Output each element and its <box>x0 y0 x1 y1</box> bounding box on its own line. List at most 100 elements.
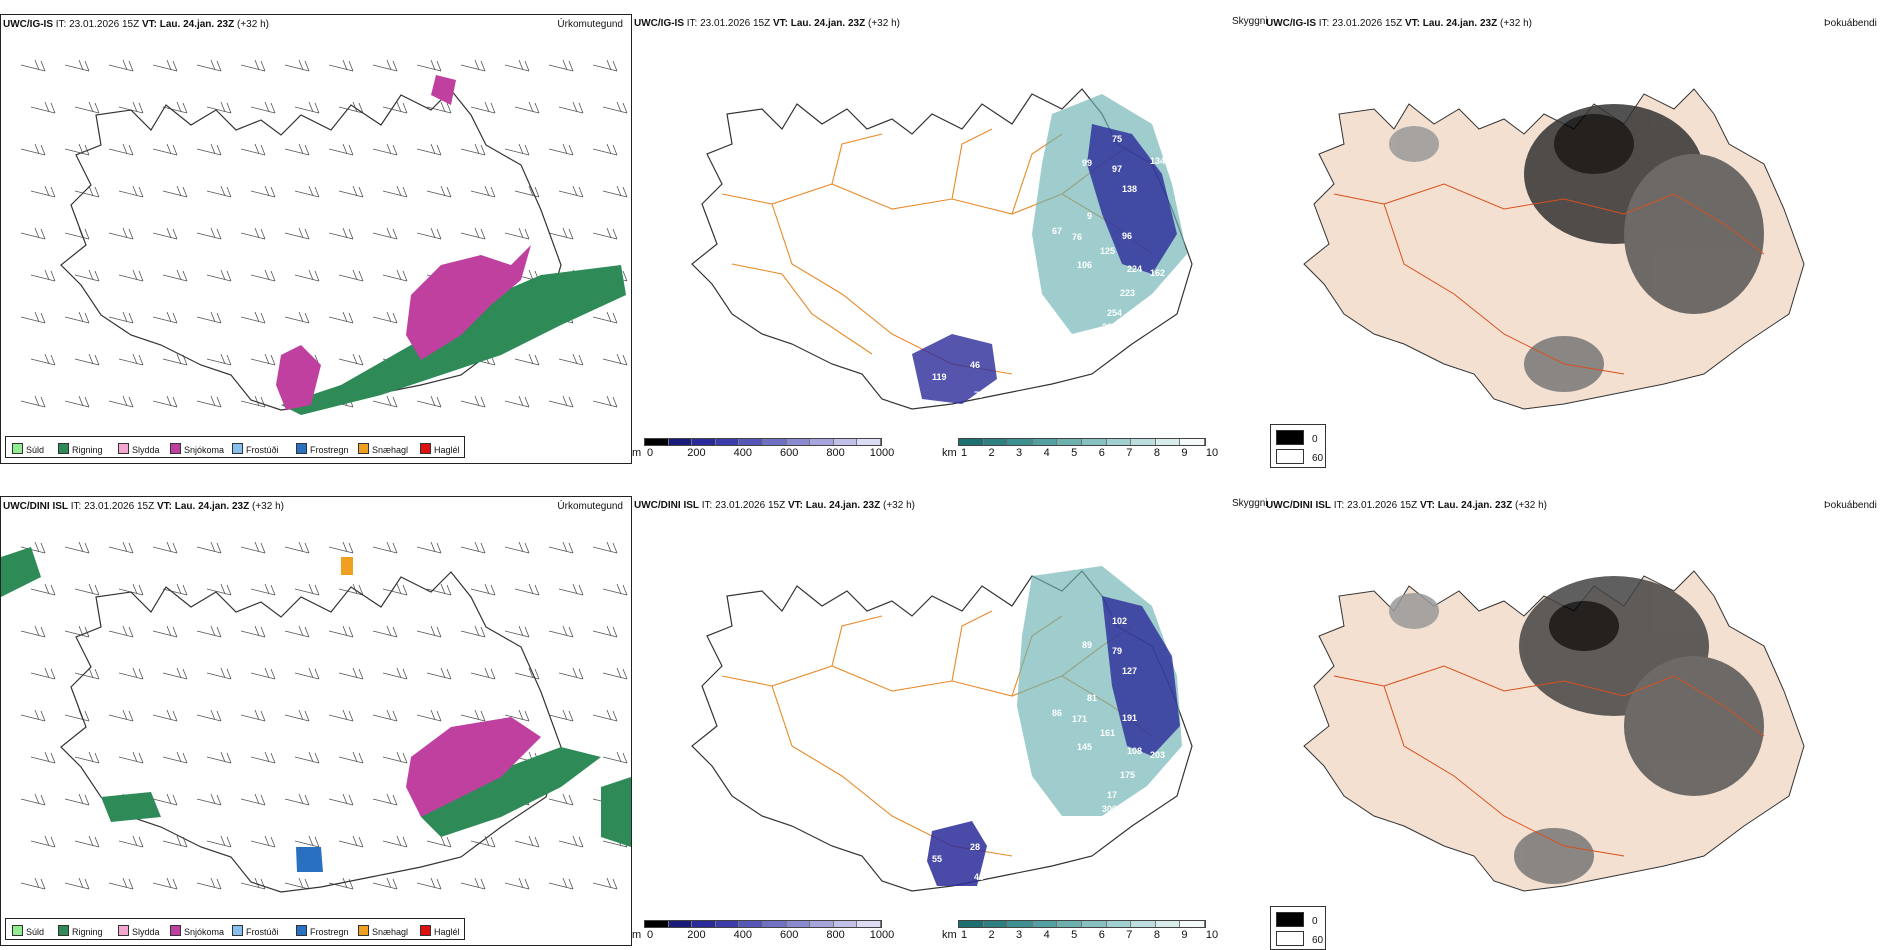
wind-barb <box>108 625 134 638</box>
panel-header: UWC/DINI ISL IT: 23.01.2026 15Z VT: Lau.… <box>3 501 284 512</box>
wind-barb <box>372 709 398 722</box>
wind-barb <box>196 793 222 806</box>
colorbar-tick: 10 <box>1205 447 1219 459</box>
colorbar-cell <box>833 439 858 445</box>
wind-barbs <box>20 541 628 890</box>
colorbar-cell <box>833 921 858 927</box>
wind-barb <box>602 751 628 764</box>
wind-barb <box>240 625 266 638</box>
issue-time: IT: 23.01.2026 15Z <box>1331 500 1420 511</box>
wind-barb <box>240 395 266 408</box>
height-colorbar-cells <box>644 438 882 446</box>
colorbar-tick: 800 <box>826 447 845 459</box>
wind-barb <box>250 101 276 114</box>
wind-barb <box>460 395 486 408</box>
wind-barb <box>206 835 232 848</box>
wind-barb <box>118 667 144 680</box>
visibility-colorbar-cells <box>958 920 1206 928</box>
panel-header: UWC/IG-IS IT: 23.01.2026 15Z VT: Lau. 24… <box>634 18 900 29</box>
wind-barb <box>504 541 530 554</box>
precip-legend: Súld Rigning Slydda Snjókoma Frostúði Frostre… <box>5 436 465 458</box>
model-name: UWC/IG-IS <box>1266 18 1316 29</box>
wind-barb <box>460 625 486 638</box>
ceiling-label: 17 <box>1107 790 1117 800</box>
rain-area-west <box>1 547 41 597</box>
wind-barb <box>558 185 584 198</box>
wind-barb <box>196 395 222 408</box>
precip-legend-item: Slydda <box>118 443 160 455</box>
colorbar-cell <box>1155 921 1181 927</box>
wind-barb <box>504 227 530 240</box>
valid-time: VT: Lau. 24.jan. 23Z <box>787 500 881 511</box>
wind-barb <box>152 709 178 722</box>
panel-title: Skyggni <box>1232 16 1268 27</box>
rain-area <box>281 265 626 415</box>
colorbar-cell <box>645 439 669 445</box>
precip-legend-item: Súld <box>12 443 44 455</box>
colorbar-cell <box>668 921 693 927</box>
wind-barb <box>240 541 266 554</box>
colorbar-tick: 200 <box>687 929 706 941</box>
ceiling-label: 67 <box>1052 226 1062 236</box>
colorbar-tick: 8 <box>1153 929 1160 941</box>
ceiling-label: 223 <box>1120 288 1135 298</box>
wind-barb <box>118 835 144 848</box>
ceiling-label: 42 <box>1120 570 1130 580</box>
precip-legend-item: Rigning <box>58 443 103 455</box>
lead-time: (+32 h) <box>249 501 284 512</box>
ceiling-area-south <box>927 821 987 886</box>
precip-legend-item: Snjókoma <box>170 443 224 455</box>
legend-label: Rigning <box>72 445 103 455</box>
wind-barb <box>602 583 628 596</box>
wind-barb <box>514 835 540 848</box>
wind-barb <box>284 311 310 324</box>
ceiling-label: 108 <box>1127 746 1142 756</box>
wind-barb <box>250 583 276 596</box>
colorbar-cell <box>983 921 1009 927</box>
legend-swatch <box>232 443 243 454</box>
wind-barb <box>20 59 46 72</box>
colorbar-tick: 6 <box>1098 929 1105 941</box>
wind-barb <box>206 269 232 282</box>
valid-time: VT: Lau. 24.jan. 23Z <box>1404 18 1498 29</box>
wind-barb <box>338 185 364 198</box>
ceiling-label: 106 <box>1077 260 1092 270</box>
ceiling-label: 79 <box>1160 134 1170 144</box>
wind-barb <box>372 227 398 240</box>
colorbar-tick: 1 <box>960 447 968 459</box>
wind-barb <box>338 269 364 282</box>
visibility-unit: km <box>942 929 957 941</box>
fog-panel: UWC/IG-IS IT: 23.01.2026 15Z VT: Lau. 24… <box>1264 14 1900 468</box>
panel-header: UWC/DINI ISL IT: 23.01.2026 15Z VT: Lau.… <box>634 500 915 511</box>
legend-label: Frostregn <box>310 445 349 455</box>
road-network <box>1333 665 1765 857</box>
wind-barb <box>416 877 442 890</box>
ceiling-label: 25 <box>1172 638 1182 648</box>
colorbar-cell <box>739 439 763 445</box>
model-name: UWC/DINI ISL <box>1266 500 1331 511</box>
wind-barb <box>152 541 178 554</box>
wind-barb <box>30 269 56 282</box>
wind-barb <box>548 59 574 72</box>
precip-legend-item: Snæhagl <box>358 925 408 937</box>
ceiling-label: 191 <box>1122 713 1137 723</box>
wind-barb <box>592 541 618 554</box>
wind-barb <box>74 583 100 596</box>
ceiling-label: 102 <box>1112 616 1127 626</box>
legend-swatch <box>358 925 369 936</box>
wind-barb <box>382 835 408 848</box>
colorbar-tick: 800 <box>826 929 845 941</box>
wind-barb <box>250 751 276 764</box>
ceiling-label: 99 <box>1082 158 1092 168</box>
wind-barb <box>20 709 46 722</box>
wind-barb <box>426 835 452 848</box>
fog-swatch <box>1276 449 1304 464</box>
wind-barb <box>602 185 628 198</box>
wind-barb <box>152 59 178 72</box>
wind-barb <box>592 59 618 72</box>
wind-barb <box>338 101 364 114</box>
wind-barb <box>30 583 56 596</box>
valid-time: VT: Lau. 24.jan. 23Z <box>772 18 866 29</box>
